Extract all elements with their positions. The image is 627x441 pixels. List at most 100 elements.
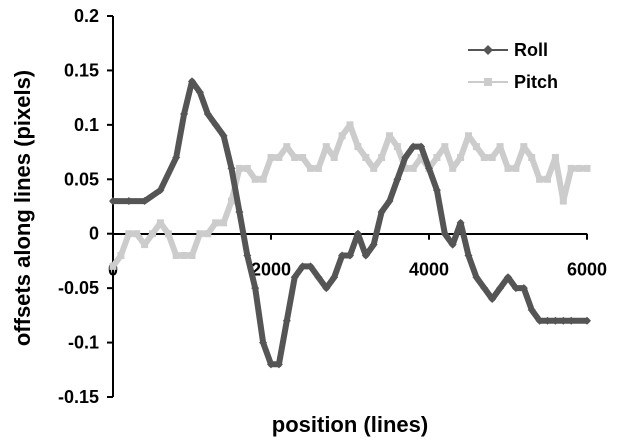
y-tick-label: 0.05 [64, 169, 99, 189]
pitch-data-point [338, 132, 346, 140]
y-tick-label: 0.1 [74, 115, 99, 135]
legend: Roll Pitch [468, 40, 558, 92]
pitch-data-point [370, 164, 378, 172]
roll-data-point [259, 338, 268, 347]
pitch-data-point [354, 143, 362, 151]
pitch-series-line [110, 121, 590, 270]
pitch-data-point [251, 175, 259, 183]
pitch-data-point [536, 175, 544, 183]
roll-data-point [298, 262, 307, 271]
pitch-series [109, 121, 591, 270]
pitch-data-point [575, 164, 583, 172]
pitch-data-point [267, 154, 275, 162]
pitch-data-point [512, 164, 520, 172]
series-layer [109, 77, 591, 369]
pitch-data-point [141, 241, 149, 249]
pitch-data-point [196, 230, 204, 238]
roll-data-point [306, 262, 315, 271]
roll-data-point [401, 153, 410, 162]
legend-item-roll: Roll [468, 40, 548, 60]
pitch-data-point [330, 154, 338, 162]
pitch-data-point [520, 143, 528, 151]
roll-data-point [180, 109, 189, 118]
x-axis-title: position (lines) [272, 412, 428, 437]
roll-data-point [338, 251, 347, 260]
pitch-data-point [480, 154, 488, 162]
pitch-data-point [433, 154, 441, 162]
roll-data-point [543, 316, 552, 325]
pitch-data-point [465, 132, 472, 140]
y-tick-label: 0.2 [74, 6, 99, 26]
pitch-data-point [156, 219, 164, 227]
roll-data-point [369, 240, 378, 249]
roll-data-point [527, 305, 536, 314]
roll-data-point [567, 316, 576, 325]
roll-data-point [583, 316, 591, 325]
pitch-data-point [362, 154, 370, 162]
pitch-data-point [472, 143, 480, 151]
pitch-data-point [528, 154, 536, 162]
pitch-data-point [551, 154, 559, 162]
x-tick-label: 4000 [409, 260, 449, 280]
pitch-data-point [322, 143, 330, 151]
roll-data-point [559, 316, 568, 325]
roll-data-point [417, 142, 426, 151]
plot-area [112, 16, 587, 397]
roll-data-point [188, 77, 196, 86]
pitch-data-point [180, 251, 188, 259]
roll-data-point [385, 197, 394, 206]
roll-data-point [330, 273, 339, 282]
roll-data-point [314, 273, 323, 282]
roll-data-point [243, 251, 252, 260]
roll-data-point [496, 284, 505, 293]
roll-data-point [535, 316, 544, 325]
pitch-data-point [291, 154, 299, 162]
y-tick-label: -0.05 [58, 278, 99, 298]
legend-label-roll: Roll [514, 40, 548, 60]
y-axis-ticks: 0.2 0.15 0.1 0.05 0 -0.05 -0.1 -0.15 [58, 6, 113, 407]
pitch-data-point [441, 143, 449, 151]
x-tick-label: 6000 [567, 260, 607, 280]
pitch-data-point [583, 164, 591, 172]
pitch-data-point [457, 154, 465, 162]
roll-data-point [109, 197, 117, 206]
roll-data-point [456, 218, 465, 227]
roll-data-point [425, 164, 433, 173]
pitch-data-point [417, 154, 425, 162]
roll-data-point [409, 142, 418, 151]
pitch-data-point [346, 121, 354, 129]
roll-data-point [346, 251, 354, 260]
y-tick-label: -0.15 [58, 387, 99, 407]
pitch-data-point [401, 164, 409, 172]
pitch-data-point [133, 230, 141, 238]
pitch-data-point [504, 164, 512, 172]
roll-data-point [282, 316, 291, 325]
roll-data-point [140, 197, 149, 206]
roll-data-point [488, 295, 497, 304]
roll-data-point [361, 251, 370, 260]
pitch-data-point [149, 230, 156, 238]
pitch-data-point [243, 164, 251, 172]
pitch-data-point [307, 164, 314, 172]
roll-data-point [195, 88, 204, 97]
pitch-data-point [449, 164, 457, 172]
roll-data-point [290, 273, 299, 282]
x-tick-label: 2000 [251, 260, 291, 280]
pitch-data-point [204, 230, 212, 238]
pitch-data-point [488, 154, 496, 162]
y-axis-title: offsets along lines (pixels) [10, 70, 35, 346]
pitch-data-point [386, 132, 393, 140]
roll-data-point [504, 273, 512, 282]
pitch-data-point [164, 230, 172, 238]
pitch-data-point [314, 164, 322, 172]
roll-data-point [251, 284, 260, 293]
roll-data-point [227, 164, 236, 173]
roll-data-point [274, 360, 283, 369]
pitch-data-point [496, 143, 504, 151]
roll-data-point [377, 207, 386, 216]
roll-data-point [211, 120, 220, 129]
roll-data-point [511, 284, 520, 293]
roll-data-point [219, 131, 228, 140]
roll-data-point [432, 186, 441, 195]
